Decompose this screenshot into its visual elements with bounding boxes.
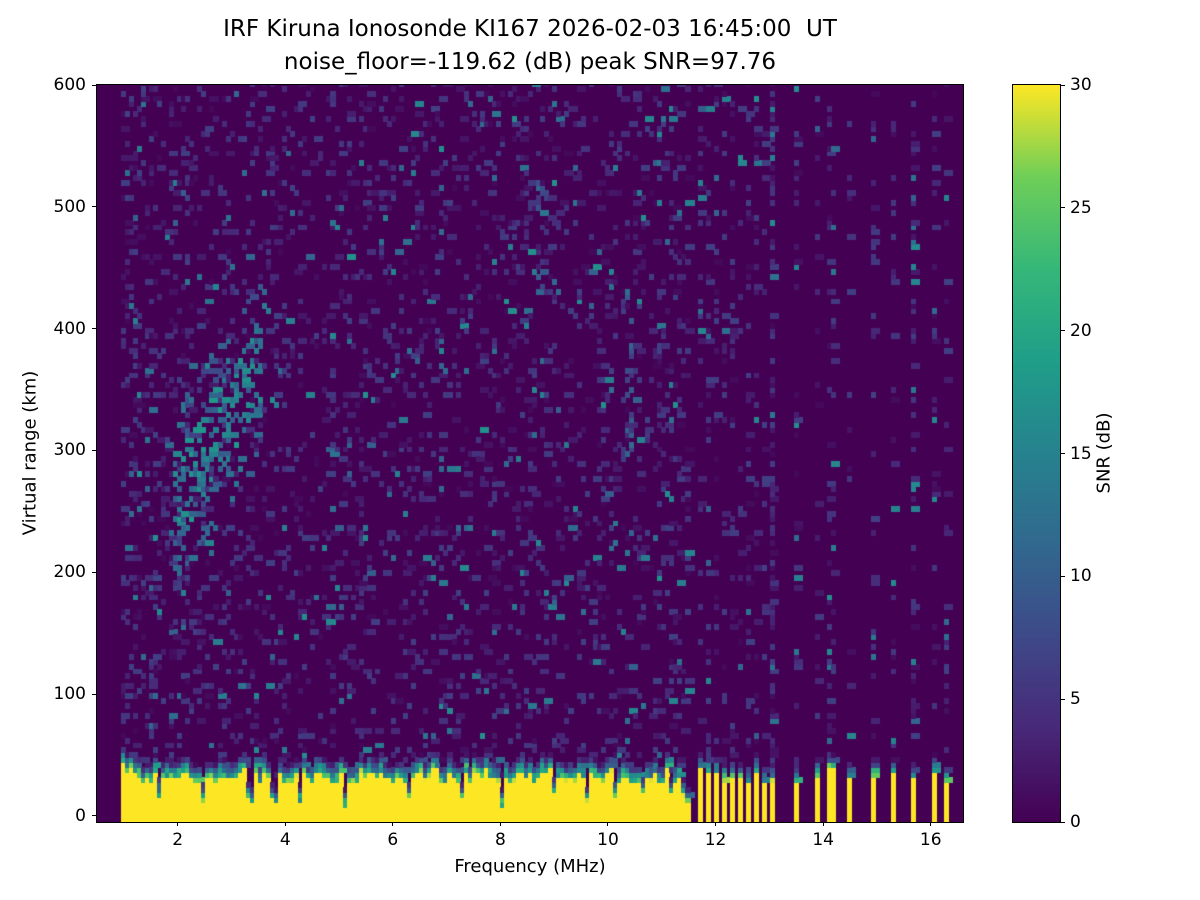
y-tick-label: 400 bbox=[53, 318, 86, 339]
y-tick-mark bbox=[92, 206, 96, 208]
colorbar-tick-mark bbox=[1061, 453, 1065, 454]
x-tick-mark bbox=[177, 822, 179, 826]
x-tick-label: 12 bbox=[704, 830, 727, 850]
colorbar-tick-label: 25 bbox=[1070, 197, 1092, 218]
ionogram-heatmap-canvas bbox=[97, 85, 963, 822]
x-axis-label: Frequency (MHz) bbox=[454, 856, 606, 877]
y-tick-label: 100 bbox=[53, 684, 86, 705]
y-tick-mark bbox=[92, 571, 96, 573]
colorbar-tick-label: 30 bbox=[1070, 75, 1092, 95]
colorbar-tick-mark bbox=[1061, 207, 1065, 209]
colorbar bbox=[1012, 84, 1061, 823]
y-tick-label: 300 bbox=[53, 440, 86, 461]
x-tick-mark bbox=[392, 822, 394, 826]
y-tick-label: 0 bbox=[75, 805, 86, 826]
y-tick-label: 200 bbox=[53, 562, 86, 583]
colorbar-tick-label: 20 bbox=[1070, 320, 1092, 341]
chart-title-line-1: IRF Kiruna Ionosonde KI167 2026-02-03 16… bbox=[223, 16, 837, 42]
x-tick-label: 6 bbox=[387, 830, 399, 850]
colorbar-tick-mark bbox=[1061, 575, 1065, 577]
y-tick-label: 600 bbox=[53, 75, 86, 95]
x-tick-mark bbox=[930, 822, 932, 826]
y-tick-mark bbox=[92, 693, 96, 695]
colorbar-gradient-canvas bbox=[1013, 85, 1060, 822]
colorbar-tick-mark bbox=[1061, 698, 1065, 700]
colorbar-tick-mark bbox=[1061, 330, 1065, 332]
colorbar-tick-label: 15 bbox=[1070, 443, 1092, 464]
y-tick-mark bbox=[92, 815, 96, 817]
colorbar-tick-label: 0 bbox=[1070, 812, 1081, 832]
x-tick-label: 14 bbox=[812, 830, 834, 850]
x-tick-label: 16 bbox=[919, 830, 942, 850]
x-tick-mark bbox=[499, 822, 501, 826]
y-tick-mark bbox=[92, 84, 96, 86]
y-tick-mark bbox=[92, 449, 96, 451]
x-tick-mark bbox=[715, 822, 717, 826]
colorbar-tick-label: 10 bbox=[1070, 566, 1092, 587]
colorbar-tick-mark bbox=[1061, 84, 1065, 86]
chart-title-line-2: noise_floor=-119.62 (dB) peak SNR=97.76 bbox=[283, 49, 777, 75]
x-tick-label: 10 bbox=[597, 830, 619, 850]
x-tick-label: 2 bbox=[172, 830, 184, 850]
x-tick-mark bbox=[284, 822, 286, 826]
y-tick-mark bbox=[92, 328, 96, 330]
colorbar-tick-label: 5 bbox=[1070, 689, 1081, 710]
x-tick-mark bbox=[822, 822, 824, 826]
y-tick-label: 500 bbox=[53, 196, 86, 217]
x-tick-label: 8 bbox=[494, 830, 506, 850]
x-tick-label: 4 bbox=[279, 830, 291, 850]
colorbar-tick-mark bbox=[1061, 821, 1065, 823]
plot-area bbox=[96, 84, 964, 823]
x-tick-mark bbox=[607, 822, 609, 826]
